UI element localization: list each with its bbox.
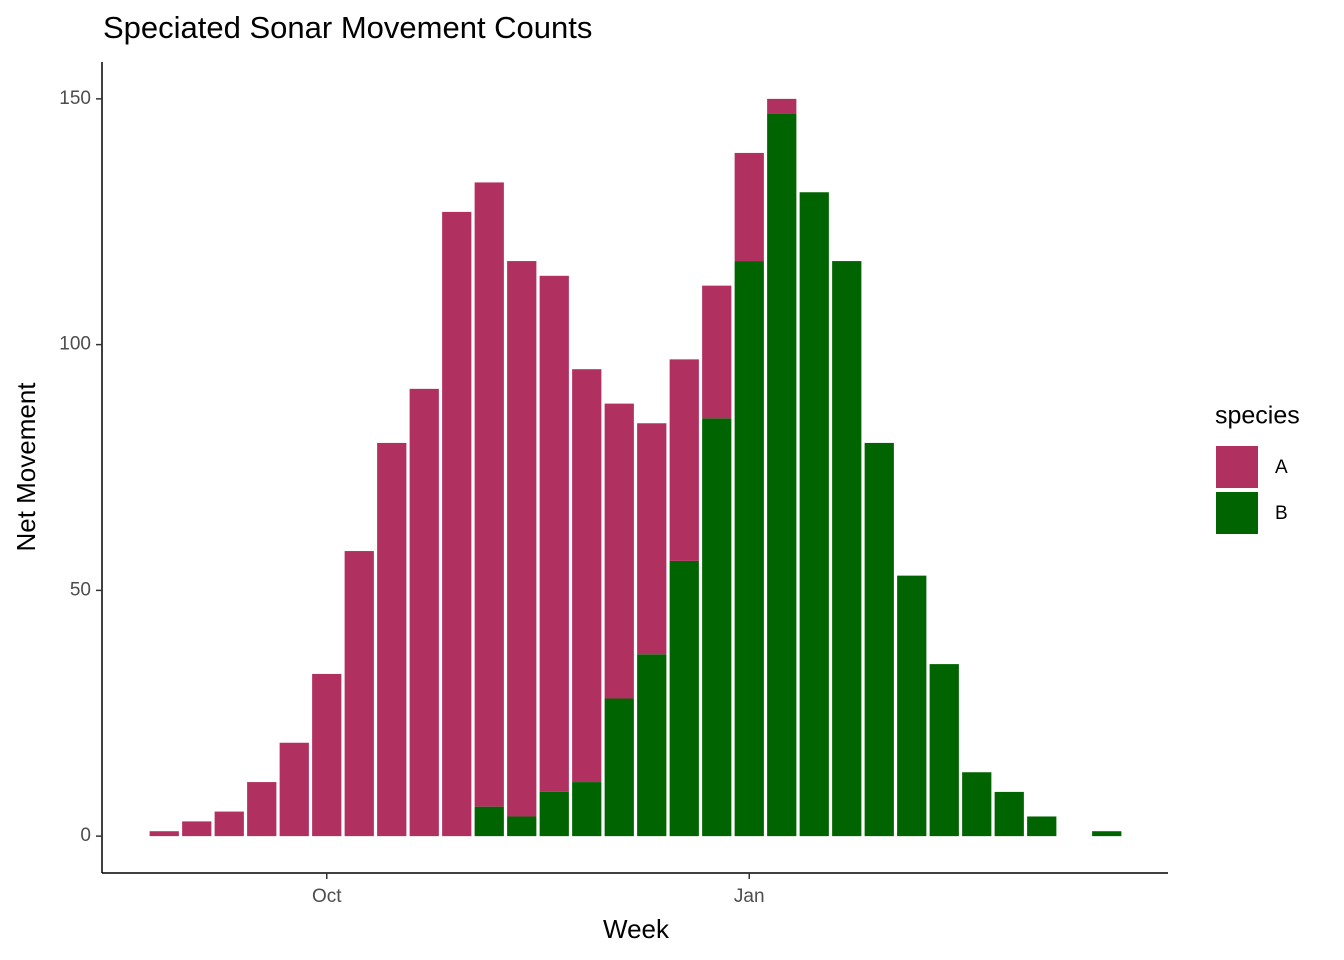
bar-segment bbox=[214, 811, 244, 837]
bar-segment bbox=[702, 418, 732, 837]
bar-segment bbox=[572, 782, 602, 837]
bar-segment bbox=[377, 442, 407, 837]
bar-segment bbox=[929, 664, 959, 837]
bar-segment bbox=[312, 673, 342, 837]
legend-label: A bbox=[1275, 457, 1288, 478]
bar-segment bbox=[702, 285, 732, 419]
legend-title: species bbox=[1215, 402, 1300, 430]
bar-segment bbox=[539, 791, 569, 837]
bar-segment bbox=[474, 806, 504, 837]
bar-segment bbox=[1027, 816, 1057, 837]
x-tick-label: Jan bbox=[734, 886, 765, 907]
bar-segment bbox=[864, 442, 894, 837]
bar-segment bbox=[539, 275, 569, 792]
bar-segment bbox=[344, 551, 374, 837]
bar-segment bbox=[474, 182, 504, 807]
bar-segment bbox=[994, 791, 1024, 837]
bar-segment bbox=[734, 261, 764, 837]
bar-segment bbox=[1092, 831, 1122, 837]
y-tick-label: 150 bbox=[59, 88, 91, 109]
bar-segment bbox=[149, 831, 179, 837]
bar-segment bbox=[247, 782, 277, 837]
legend-swatch bbox=[1216, 492, 1258, 534]
bar-segment bbox=[182, 821, 212, 837]
y-tick-label: 50 bbox=[70, 579, 91, 600]
bar-segment bbox=[442, 211, 472, 837]
y-axis-title: Net Movement bbox=[11, 382, 41, 552]
x-tick-label: Oct bbox=[312, 886, 342, 907]
bar-segment bbox=[669, 359, 699, 561]
bar-segment bbox=[669, 560, 699, 837]
bar-segment bbox=[572, 369, 602, 783]
bar-segment bbox=[897, 575, 927, 837]
bar-segment bbox=[507, 816, 537, 837]
bar-segment bbox=[767, 98, 797, 114]
bar-segment bbox=[832, 261, 862, 837]
bar-segment bbox=[767, 113, 797, 837]
bar-segment bbox=[799, 192, 829, 837]
bar-segment bbox=[637, 423, 667, 655]
bar-segment bbox=[507, 261, 537, 817]
chart-title: Speciated Sonar Movement Counts bbox=[103, 10, 592, 45]
bar-segment bbox=[409, 388, 439, 837]
bar-segment bbox=[637, 654, 667, 837]
bar-segment bbox=[279, 742, 309, 837]
bar-segment bbox=[962, 772, 992, 837]
bar-segment bbox=[604, 698, 634, 837]
y-tick-label: 0 bbox=[80, 825, 91, 846]
legend-swatch bbox=[1216, 446, 1258, 488]
bar-segment bbox=[734, 152, 764, 262]
y-tick-label: 100 bbox=[59, 334, 91, 355]
legend-label: B bbox=[1275, 503, 1288, 524]
bar-segment bbox=[604, 403, 634, 699]
x-axis-title: Week bbox=[603, 914, 670, 944]
